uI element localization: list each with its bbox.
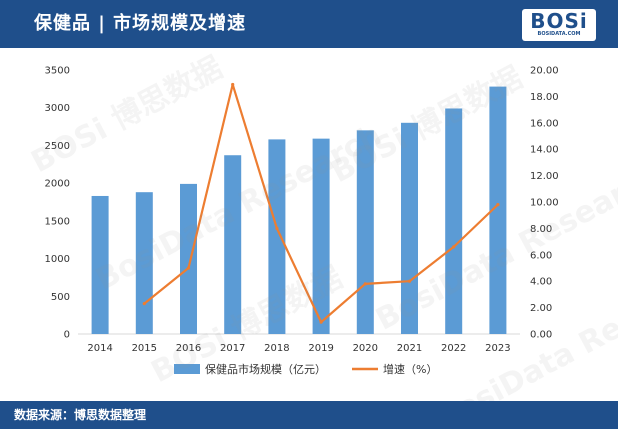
- x-tick-label: 2019: [308, 343, 333, 354]
- y-left-tick-label: 3500: [45, 66, 70, 77]
- y-right-tick-label: 16.00: [530, 118, 559, 129]
- bar: [180, 183, 197, 334]
- bar: [489, 86, 507, 334]
- page-title: 保健品 | 市场规模及增速: [34, 13, 247, 34]
- x-tick-label: 2017: [220, 343, 245, 354]
- y-right-tick-label: 4.00: [530, 277, 552, 288]
- bar: [401, 122, 418, 334]
- legend-bar-label: 保健品市场规模（亿元）: [205, 362, 326, 376]
- bar: [312, 138, 330, 334]
- y-right-tick-label: 14.00: [530, 145, 559, 156]
- bar: [445, 108, 463, 334]
- x-tick-label: 2014: [87, 343, 112, 354]
- legend-line-label: 增速（%）: [383, 362, 437, 376]
- footer-bar: 数据来源：博思数据整理: [0, 401, 618, 429]
- bosi-logo: BOSi BOSIDATA.COM: [522, 9, 596, 41]
- y-right-tick-label: 20.00: [530, 66, 559, 77]
- growth-point: [142, 302, 146, 306]
- logo-subtext: BOSIDATA.COM: [537, 31, 581, 37]
- y-right-tick-label: 2.00: [530, 303, 552, 314]
- y-left-tick-label: 1500: [45, 216, 70, 227]
- y-left-tick-label: 3000: [45, 103, 70, 114]
- x-tick-label: 2016: [176, 343, 201, 354]
- data-source: 数据来源：博思数据整理: [14, 408, 147, 422]
- y-right-tick-label: 18.00: [530, 92, 559, 103]
- growth-point: [275, 226, 279, 230]
- growth-point: [407, 279, 412, 283]
- y-right-tick-label: 10.00: [530, 198, 559, 209]
- y-right-tick-label: 12.00: [530, 171, 559, 182]
- bar: [224, 155, 242, 334]
- y-right-tick-label: 8.00: [530, 224, 552, 235]
- header-bar: 保健品 | 市场规模及增速 BOSi BOSIDATA.COM: [0, 0, 618, 48]
- y-left-tick-label: 1000: [45, 254, 70, 265]
- x-tick-label: 2021: [397, 343, 422, 354]
- growth-point: [496, 203, 500, 207]
- bar: [135, 192, 153, 334]
- growth-point: [363, 282, 367, 286]
- y-left-tick-label: 500: [51, 292, 70, 303]
- bar: [356, 130, 374, 334]
- growth-point: [319, 320, 323, 324]
- y-right-tick-label: 0.00: [530, 330, 552, 341]
- bar: [91, 195, 109, 334]
- legend-bar-swatch: [174, 364, 200, 374]
- x-tick-label: 2015: [132, 343, 157, 354]
- growth-point: [231, 82, 235, 87]
- x-tick-label: 2022: [441, 343, 466, 354]
- x-tick-label: 2020: [353, 343, 378, 354]
- x-tick-label: 2023: [485, 343, 510, 354]
- growth-point: [452, 245, 456, 249]
- logo-text: BOSi: [530, 9, 588, 33]
- x-tick-label: 2018: [264, 343, 289, 354]
- y-right-tick-label: 6.00: [530, 250, 552, 261]
- y-left-tick-label: 0: [64, 330, 70, 341]
- growth-point: [186, 266, 191, 270]
- y-left-tick-label: 2000: [45, 179, 70, 190]
- y-left-tick-label: 2500: [45, 141, 70, 152]
- combo-chart: 0 500 1000 1500 2000 2500 3000 3500 0.00 2.00 4.00…: [45, 66, 559, 377]
- bar: [268, 139, 286, 334]
